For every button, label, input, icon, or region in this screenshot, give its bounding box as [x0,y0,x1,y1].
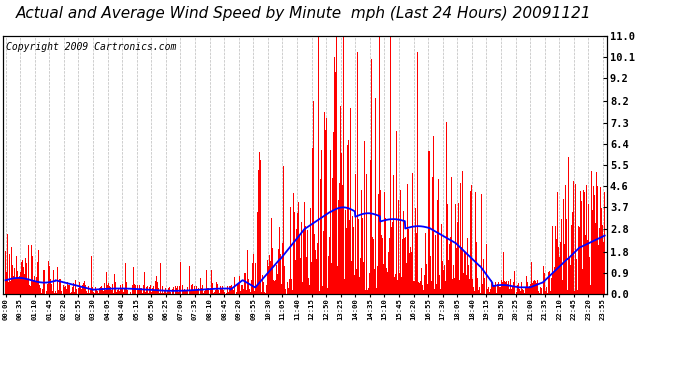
Text: Actual and Average Wind Speed by Minute  mph (Last 24 Hours) 20091121: Actual and Average Wind Speed by Minute … [16,6,591,21]
Text: Copyright 2009 Cartronics.com: Copyright 2009 Cartronics.com [6,42,177,52]
